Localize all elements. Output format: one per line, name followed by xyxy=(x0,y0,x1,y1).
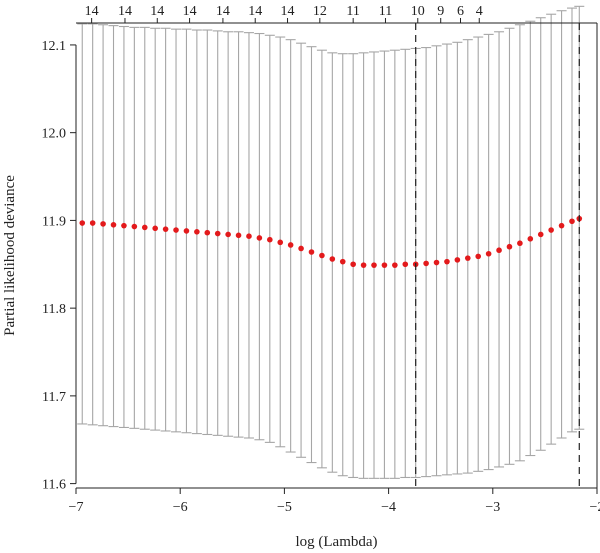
top-count-label: 14 xyxy=(248,4,262,19)
data-point xyxy=(162,226,169,232)
top-count-label: 14 xyxy=(216,4,230,19)
data-point xyxy=(100,221,106,227)
data-point xyxy=(235,232,242,239)
data-point xyxy=(548,227,554,233)
data-point xyxy=(464,255,471,261)
top-count-label: 11 xyxy=(379,4,392,19)
x-tick-label: −3 xyxy=(485,500,500,515)
y-axis-title: Partial likelihood deviance xyxy=(2,175,18,336)
y-tick-label: 11.9 xyxy=(42,214,66,229)
data-point xyxy=(89,220,96,226)
data-point xyxy=(267,236,273,243)
data-point xyxy=(152,225,158,232)
data-point xyxy=(204,229,211,236)
y-tick-label: 11.6 xyxy=(42,478,66,493)
x-tick-label: −4 xyxy=(381,500,396,515)
data-point xyxy=(423,260,429,267)
axes-group xyxy=(70,18,598,494)
x-axis-title: log (Lambda) xyxy=(295,534,377,550)
data-point xyxy=(444,258,450,265)
data-point xyxy=(246,233,252,239)
data-point xyxy=(339,258,346,265)
data-point xyxy=(141,224,148,231)
axis-labels-group: 11.6 11.7 11.8 11.9 12.0 12.1 −7 −6 −5 −4 −3 −2 14 14… xyxy=(2,4,600,550)
data-point xyxy=(517,240,523,247)
points-group xyxy=(79,215,583,268)
data-point xyxy=(256,235,263,241)
data-point xyxy=(131,223,138,230)
data-point xyxy=(506,243,513,250)
data-point xyxy=(433,259,440,266)
data-point xyxy=(298,245,304,252)
top-count-label: 12 xyxy=(313,4,327,19)
top-count-label: 14 xyxy=(85,4,99,19)
top-count-label: 14 xyxy=(118,4,132,19)
data-point xyxy=(569,218,575,225)
data-point xyxy=(371,262,377,268)
data-point xyxy=(527,236,534,242)
data-point xyxy=(287,242,294,248)
data-point xyxy=(350,261,356,268)
data-point xyxy=(475,253,482,260)
y-tick-label: 11.7 xyxy=(42,390,66,405)
top-count-label: 6 xyxy=(457,4,464,19)
data-point xyxy=(121,222,127,229)
data-point xyxy=(225,231,231,238)
data-point xyxy=(402,261,409,268)
top-count-label: 4 xyxy=(476,4,483,19)
x-tick-label: −6 xyxy=(173,500,188,515)
x-tick-label: −2 xyxy=(590,500,600,515)
data-point xyxy=(110,221,117,228)
vertical-reference-lines xyxy=(415,23,580,488)
data-point xyxy=(308,249,315,255)
top-count-label: 14 xyxy=(183,4,197,19)
data-point xyxy=(496,247,502,254)
data-point xyxy=(381,262,388,268)
top-count-label: 11 xyxy=(346,4,359,19)
data-point xyxy=(277,239,284,246)
data-point xyxy=(183,228,190,234)
data-point xyxy=(173,227,179,233)
data-point xyxy=(79,220,86,226)
top-count-label: 14 xyxy=(281,4,295,19)
y-tick-label: 12.0 xyxy=(42,127,67,142)
data-point xyxy=(392,262,398,268)
x-tick-label: −7 xyxy=(69,500,84,515)
data-point xyxy=(194,229,200,235)
top-count-label: 10 xyxy=(411,4,425,19)
data-point xyxy=(537,231,544,238)
data-point xyxy=(360,262,367,268)
top-count-label: 14 xyxy=(150,4,164,19)
x-tick-label: −5 xyxy=(277,500,292,515)
y-tick-label: 11.8 xyxy=(42,302,66,317)
y-tick-label: 12.1 xyxy=(42,39,67,54)
data-point xyxy=(558,222,565,229)
error-bars-group xyxy=(77,5,585,479)
data-point xyxy=(454,257,461,263)
top-count-label: 9 xyxy=(437,4,444,19)
data-point xyxy=(214,230,221,237)
data-point xyxy=(485,250,492,257)
data-point xyxy=(329,256,336,262)
data-point xyxy=(319,252,325,259)
